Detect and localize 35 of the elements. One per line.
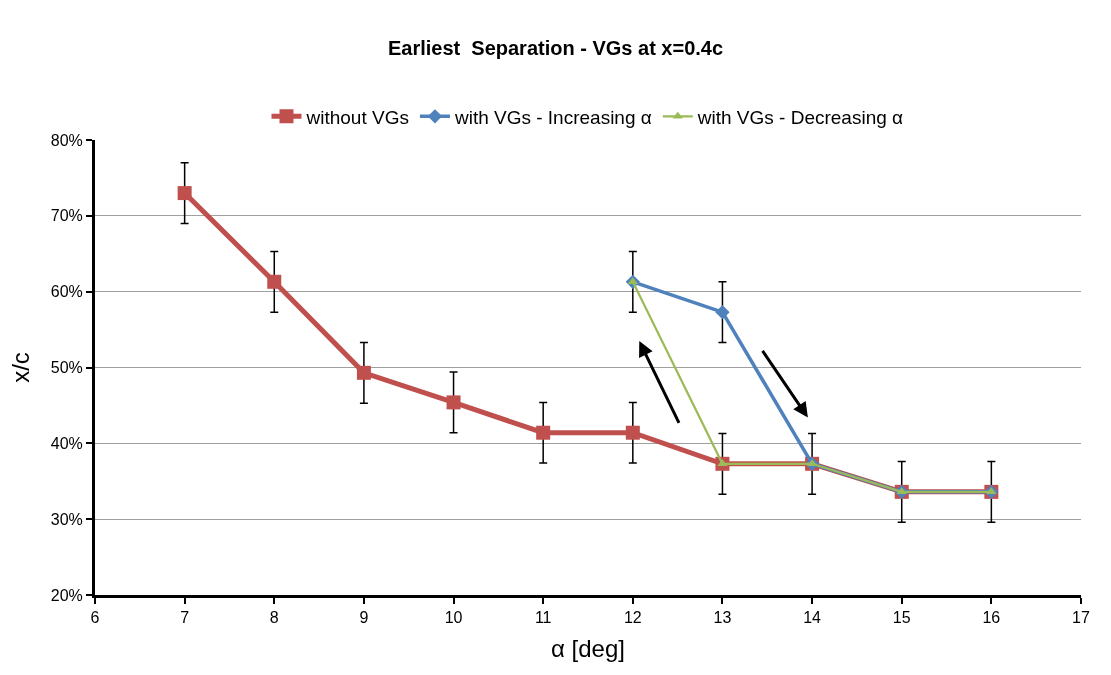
x-tick-label: 7 (180, 609, 190, 627)
x-tick-label: 14 (803, 609, 822, 627)
x-tick-label: 6 (90, 609, 100, 627)
x-tick-label: 12 (623, 609, 642, 627)
point (896, 487, 907, 495)
x-tick-label: 9 (359, 609, 369, 627)
x-tick-label: 8 (269, 609, 279, 627)
point (715, 304, 730, 320)
y-axis-title: x/c (6, 352, 34, 383)
y-tick-label: 40% (50, 434, 83, 452)
x-axis-title: α [deg] (551, 634, 625, 662)
point (986, 487, 997, 495)
x-tick-label: 15 (892, 609, 911, 627)
x-tick-label: 10 (444, 609, 463, 627)
point (717, 459, 728, 467)
point (536, 425, 551, 440)
point (356, 365, 371, 380)
x-tick-label: 17 (1072, 609, 1090, 627)
x-tick-label: 16 (982, 609, 1001, 627)
legend-label: without VGs (305, 106, 409, 128)
x-tick-label: 13 (713, 609, 732, 627)
y-tick-label: 50% (50, 359, 83, 377)
chart-title: Earliest Separation - VGs at x=0.4c (387, 36, 724, 59)
y-tick-label: 70% (50, 207, 83, 225)
legend-label: with VGs - Decreasing α (696, 106, 904, 128)
point (177, 186, 192, 201)
point (625, 425, 640, 440)
point (446, 395, 461, 410)
legend-label: with VGs - Increasing α (453, 106, 652, 128)
y-tick-label: 80% (50, 131, 83, 149)
x-tick-label: 11 (534, 609, 552, 627)
point (267, 274, 282, 289)
y-tick-label: 60% (50, 283, 83, 301)
y-tick-label: 20% (50, 586, 83, 604)
y-tick-label: 30% (50, 510, 83, 528)
